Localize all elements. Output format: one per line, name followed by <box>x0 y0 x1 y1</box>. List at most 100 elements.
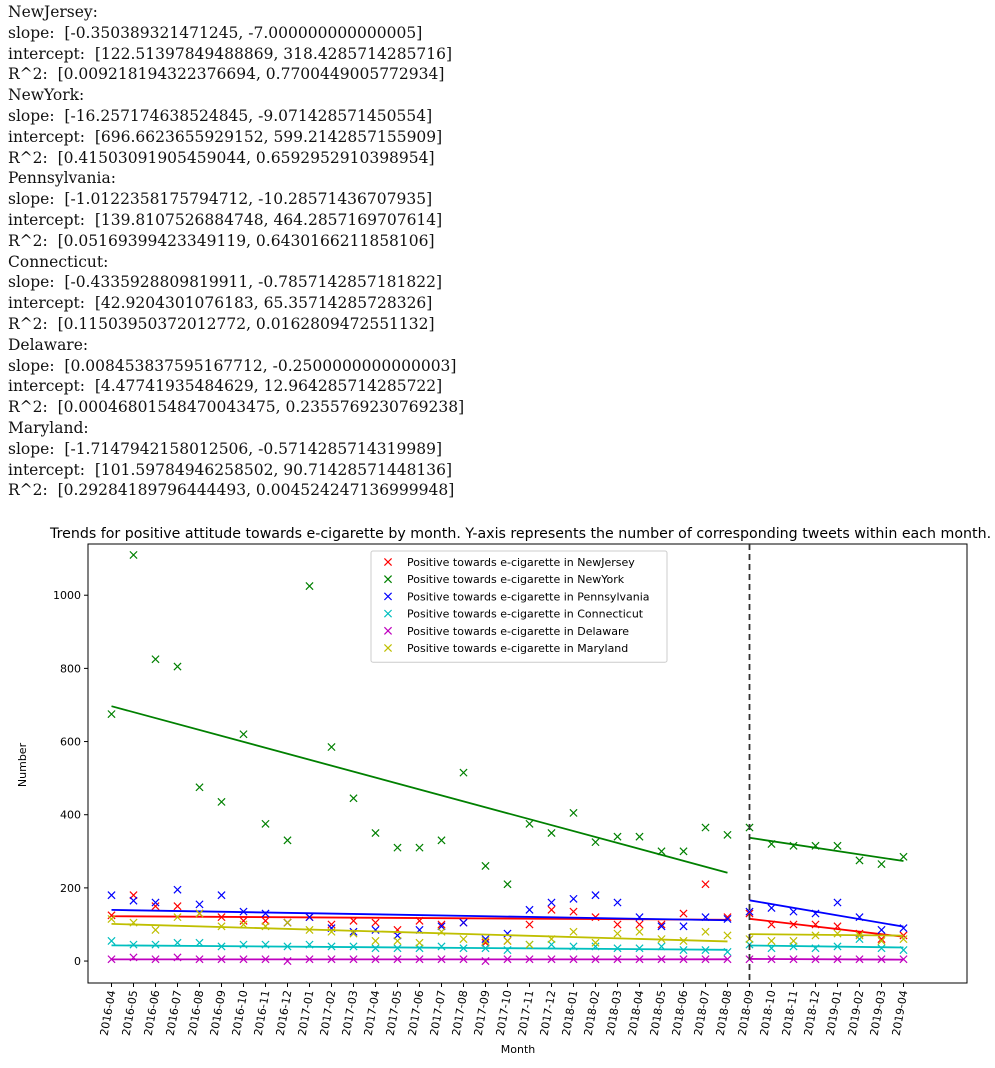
data-point <box>129 940 138 949</box>
fit-line <box>111 922 728 943</box>
x-tick-label: 2016-08 <box>186 989 207 1037</box>
console-line: R^2: [0.41503091905459044, 0.65929529103… <box>8 148 435 167</box>
data-point <box>701 927 710 936</box>
data-point <box>481 936 490 945</box>
console-line: slope: [-1.7147942158012506, -0.57142857… <box>8 439 442 458</box>
legend-label: Positive towards e-cigarette in Delaware <box>407 625 629 638</box>
legend-label: Positive towards e-cigarette in Maryland <box>407 642 628 655</box>
data-point <box>459 918 468 927</box>
y-tick-label: 400 <box>60 809 81 822</box>
data-point <box>635 927 644 936</box>
console-line: slope: [0.008453837595167712, -0.2500000… <box>8 356 457 375</box>
data-point <box>547 905 556 914</box>
data-point <box>195 783 204 792</box>
data-point <box>657 920 666 929</box>
data-point <box>877 944 886 953</box>
x-tick-label: 2018-06 <box>670 989 691 1037</box>
console-line: slope: [-0.4335928809819911, -0.78571428… <box>8 273 442 292</box>
x-tick-label: 2018-08 <box>714 989 735 1037</box>
x-tick-label: 2018-01 <box>560 989 581 1037</box>
data-point <box>305 913 314 922</box>
data-point <box>151 940 160 949</box>
fit-line <box>111 909 728 922</box>
x-tick-label: 2019-01 <box>824 989 845 1037</box>
console-line: slope: [-0.350389321471245, -7.000000000… <box>8 23 423 42</box>
legend-marker <box>383 592 393 601</box>
x-tick-label: 2016-06 <box>142 989 163 1037</box>
data-point <box>239 730 248 739</box>
data-point <box>437 836 446 845</box>
y-axis-label: Number <box>16 742 29 787</box>
console-output: NewJersey: slope: [-0.350389321471245, -7… <box>8 2 568 501</box>
series-group <box>107 550 908 889</box>
console-line: Connecticut: <box>8 252 109 271</box>
data-point <box>855 935 864 944</box>
data-point <box>635 832 644 841</box>
data-point <box>503 936 512 945</box>
data-point <box>173 662 182 671</box>
x-tick-label: 2017-01 <box>296 989 317 1037</box>
plot-frame <box>87 543 968 984</box>
data-point <box>437 942 446 951</box>
legend-box <box>370 550 668 663</box>
data-point <box>569 808 578 817</box>
data-point <box>261 819 270 828</box>
x-tick-label: 2018-05 <box>648 989 669 1037</box>
console-line: R^2: [0.29284189796444493, 0.00452424713… <box>8 481 455 500</box>
x-tick-label: 2016-05 <box>120 989 141 1037</box>
console-line: intercept: [139.8107526884748, 464.28571… <box>8 210 443 229</box>
console-line: NewJersey: <box>8 3 98 21</box>
console-line: intercept: [696.6623655929152, 599.21428… <box>8 127 443 146</box>
console-line: Delaware: <box>8 335 89 354</box>
data-point <box>877 935 886 944</box>
x-tick-label: 2017-07 <box>428 989 449 1037</box>
console-line: intercept: [42.9204301076183, 65.3571428… <box>8 294 433 313</box>
data-point <box>151 655 160 664</box>
console-line: Pennsylvania: <box>8 169 116 188</box>
data-point <box>283 918 292 927</box>
legend-marker <box>383 575 393 584</box>
console-line: intercept: [4.47741935484629, 12.9642857… <box>8 377 443 396</box>
legend-marker <box>383 557 393 567</box>
data-point <box>701 880 710 889</box>
data-point <box>217 797 226 806</box>
data-point <box>393 843 402 852</box>
data-point <box>371 918 380 927</box>
y-tick-label: 200 <box>60 882 81 895</box>
x-tick-label: 2016-10 <box>230 989 251 1037</box>
data-point <box>195 909 204 918</box>
data-point <box>767 936 776 945</box>
fit-line <box>749 899 904 928</box>
data-point <box>591 838 600 847</box>
x-axis-label: Month <box>501 1043 536 1056</box>
fit-line <box>111 705 728 874</box>
data-point <box>745 909 754 918</box>
console-line: slope: [-1.0122358175794712, -10.2857143… <box>8 190 433 209</box>
data-point <box>151 925 160 934</box>
fit-line <box>749 944 904 949</box>
data-point <box>349 927 358 936</box>
data-point <box>679 922 688 931</box>
data-point <box>151 902 160 911</box>
data-point <box>723 955 732 964</box>
console-line: R^2: [0.00046801548470043475, 0.23557692… <box>8 398 465 417</box>
x-tick-label: 2018-07 <box>692 989 713 1037</box>
data-point <box>789 936 798 945</box>
data-point <box>371 828 380 838</box>
x-tick-label: 2017-02 <box>318 989 339 1037</box>
data-point <box>107 710 116 719</box>
data-point <box>877 860 886 869</box>
legend-label: Positive towards e-cigarette in Connecti… <box>407 608 644 621</box>
x-tick-label: 2017-09 <box>472 989 493 1037</box>
fit-line <box>749 836 904 862</box>
data-point <box>723 830 732 839</box>
x-tick-label: 2016-07 <box>164 989 185 1037</box>
data-point <box>525 940 534 949</box>
data-point <box>613 929 622 938</box>
data-point <box>151 898 160 907</box>
data-point <box>591 938 600 947</box>
data-point <box>173 902 182 911</box>
data-point <box>195 900 204 909</box>
data-point <box>613 920 622 929</box>
